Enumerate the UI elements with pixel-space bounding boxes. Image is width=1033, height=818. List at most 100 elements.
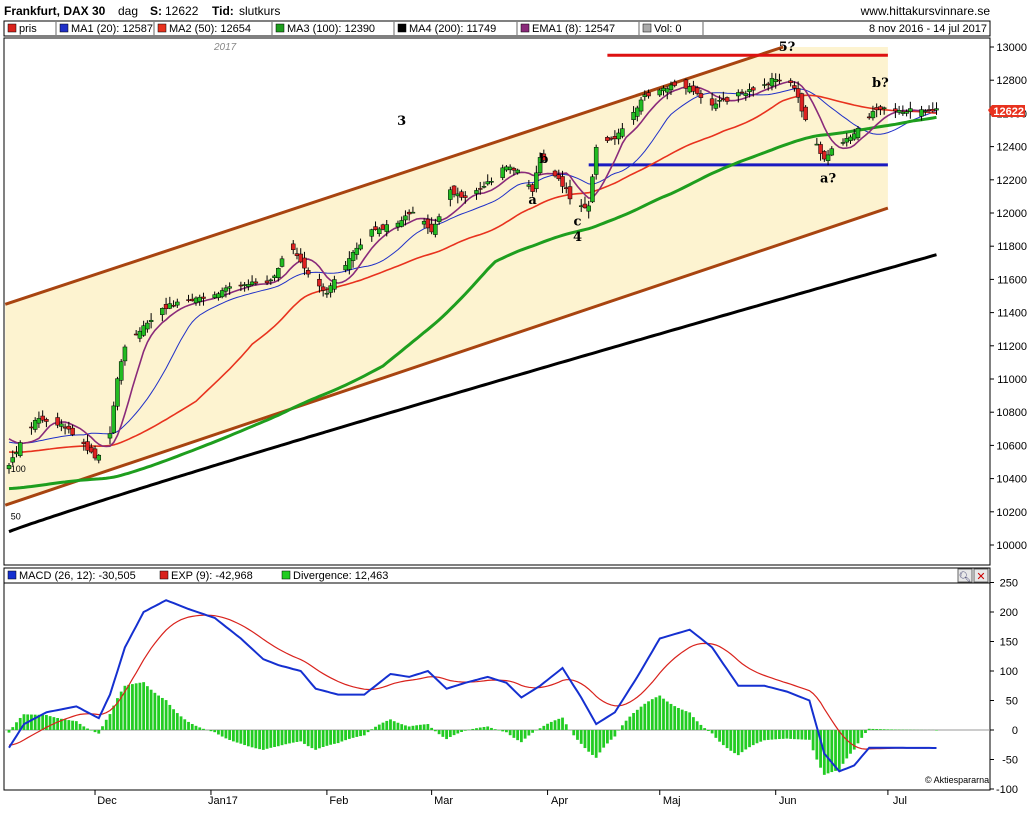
legend-swatch <box>60 24 68 32</box>
divergence-bar <box>752 730 755 745</box>
divergence-bar <box>550 722 553 730</box>
candle-body <box>123 347 127 361</box>
candle-body <box>246 284 250 286</box>
divergence-bar <box>404 725 407 730</box>
divergence-bar <box>464 730 467 731</box>
candle-body <box>740 92 744 93</box>
macd-tick-label: 100 <box>1000 666 1018 678</box>
divergence-bar <box>307 730 310 746</box>
candle-body <box>796 89 800 98</box>
candle-body <box>744 93 748 95</box>
divergence-bar <box>584 730 587 748</box>
divergence-bar <box>513 730 516 738</box>
header-site: www.hittakursvinnare.se <box>860 4 991 18</box>
candle-body <box>187 300 191 301</box>
candle-body <box>620 129 624 137</box>
month-label: Feb <box>329 795 348 807</box>
legend-swatch <box>276 24 284 32</box>
divergence-bar <box>505 730 508 732</box>
divergence-bar <box>198 727 201 730</box>
divergence-bar <box>542 726 545 730</box>
divergence-bar <box>748 730 751 747</box>
candle-body <box>557 175 561 179</box>
candle-body <box>134 334 138 335</box>
side-label: 100 <box>11 464 26 474</box>
candle-body <box>516 170 520 173</box>
divergence-bar <box>79 724 82 730</box>
price-tick-label: 11200 <box>997 341 1027 353</box>
candle-body <box>534 173 538 189</box>
divergence-bar <box>456 730 459 733</box>
divergence-bar <box>565 724 568 730</box>
divergence-bar <box>318 730 321 748</box>
divergence-bar <box>554 720 557 730</box>
divergence-bar <box>352 730 355 738</box>
price-tick-label: 10200 <box>996 507 1027 519</box>
candle-body <box>71 428 75 434</box>
divergence-bar <box>292 730 295 743</box>
divergence-bar <box>326 730 329 746</box>
candle-body <box>609 138 613 139</box>
candle-body <box>407 212 411 214</box>
candle-body <box>411 212 415 213</box>
legend-label: EMA1 (8): 12547 <box>532 23 615 35</box>
divergence-bar <box>441 730 444 737</box>
divergence-bar <box>400 724 403 730</box>
candle-body <box>280 259 284 267</box>
candle-body <box>852 134 856 139</box>
divergence-bar <box>875 729 878 730</box>
candle-body <box>512 168 516 170</box>
candle-body <box>332 280 336 290</box>
divergence-bar <box>180 716 183 730</box>
candle-body <box>583 204 587 208</box>
divergence-bar <box>625 721 628 730</box>
divergence-bar <box>239 730 242 744</box>
divergence-bar <box>225 730 228 738</box>
header-period: dag <box>118 4 138 18</box>
divergence-bar <box>15 722 18 730</box>
macd-legend-bar <box>4 568 990 583</box>
candle-body <box>815 144 819 145</box>
candle-body <box>691 86 695 91</box>
candle-body <box>748 89 752 91</box>
candle-body <box>856 128 860 137</box>
candle-body <box>115 379 119 407</box>
divergence-bar <box>490 728 493 730</box>
legend-label: MA1 (20): 12587 <box>71 23 153 35</box>
candle-body <box>568 187 572 199</box>
candle-body <box>699 93 703 97</box>
divergence-bar <box>176 713 179 730</box>
divergence-bar <box>658 696 661 730</box>
divergence-bar <box>228 730 231 740</box>
candle-body <box>482 186 486 187</box>
legend-label: MA4 (200): 11749 <box>409 23 496 35</box>
candle-body <box>721 99 725 100</box>
candle-body <box>845 138 849 142</box>
divergence-bar <box>161 698 164 730</box>
divergence-bar <box>266 730 269 749</box>
legend-label: MA3 (100): 12390 <box>287 23 375 35</box>
candle-body <box>422 221 426 224</box>
candle-body <box>819 144 823 153</box>
candle-body <box>673 82 677 85</box>
candle-body <box>359 245 363 249</box>
price-tick-label: 11000 <box>997 374 1027 386</box>
divergence-bar <box>572 730 575 735</box>
candle-body <box>553 171 557 176</box>
divergence-bar <box>247 730 250 746</box>
header-s-value: 12622 <box>165 4 199 18</box>
divergence-bar <box>864 730 867 733</box>
divergence-bar <box>142 682 145 730</box>
divergence-bar <box>303 730 306 744</box>
candle-body <box>67 426 71 429</box>
candle-body <box>276 268 280 277</box>
candle-body <box>329 286 333 293</box>
month-label: Dec <box>97 795 117 807</box>
divergence-bar <box>501 730 504 731</box>
header-tid-label: Tid: <box>212 4 234 18</box>
candle-body <box>792 86 796 89</box>
divergence-bar <box>101 726 104 730</box>
macd-tick-label: 0 <box>1012 725 1018 737</box>
candle-body <box>762 85 766 86</box>
candle-body <box>385 225 389 232</box>
